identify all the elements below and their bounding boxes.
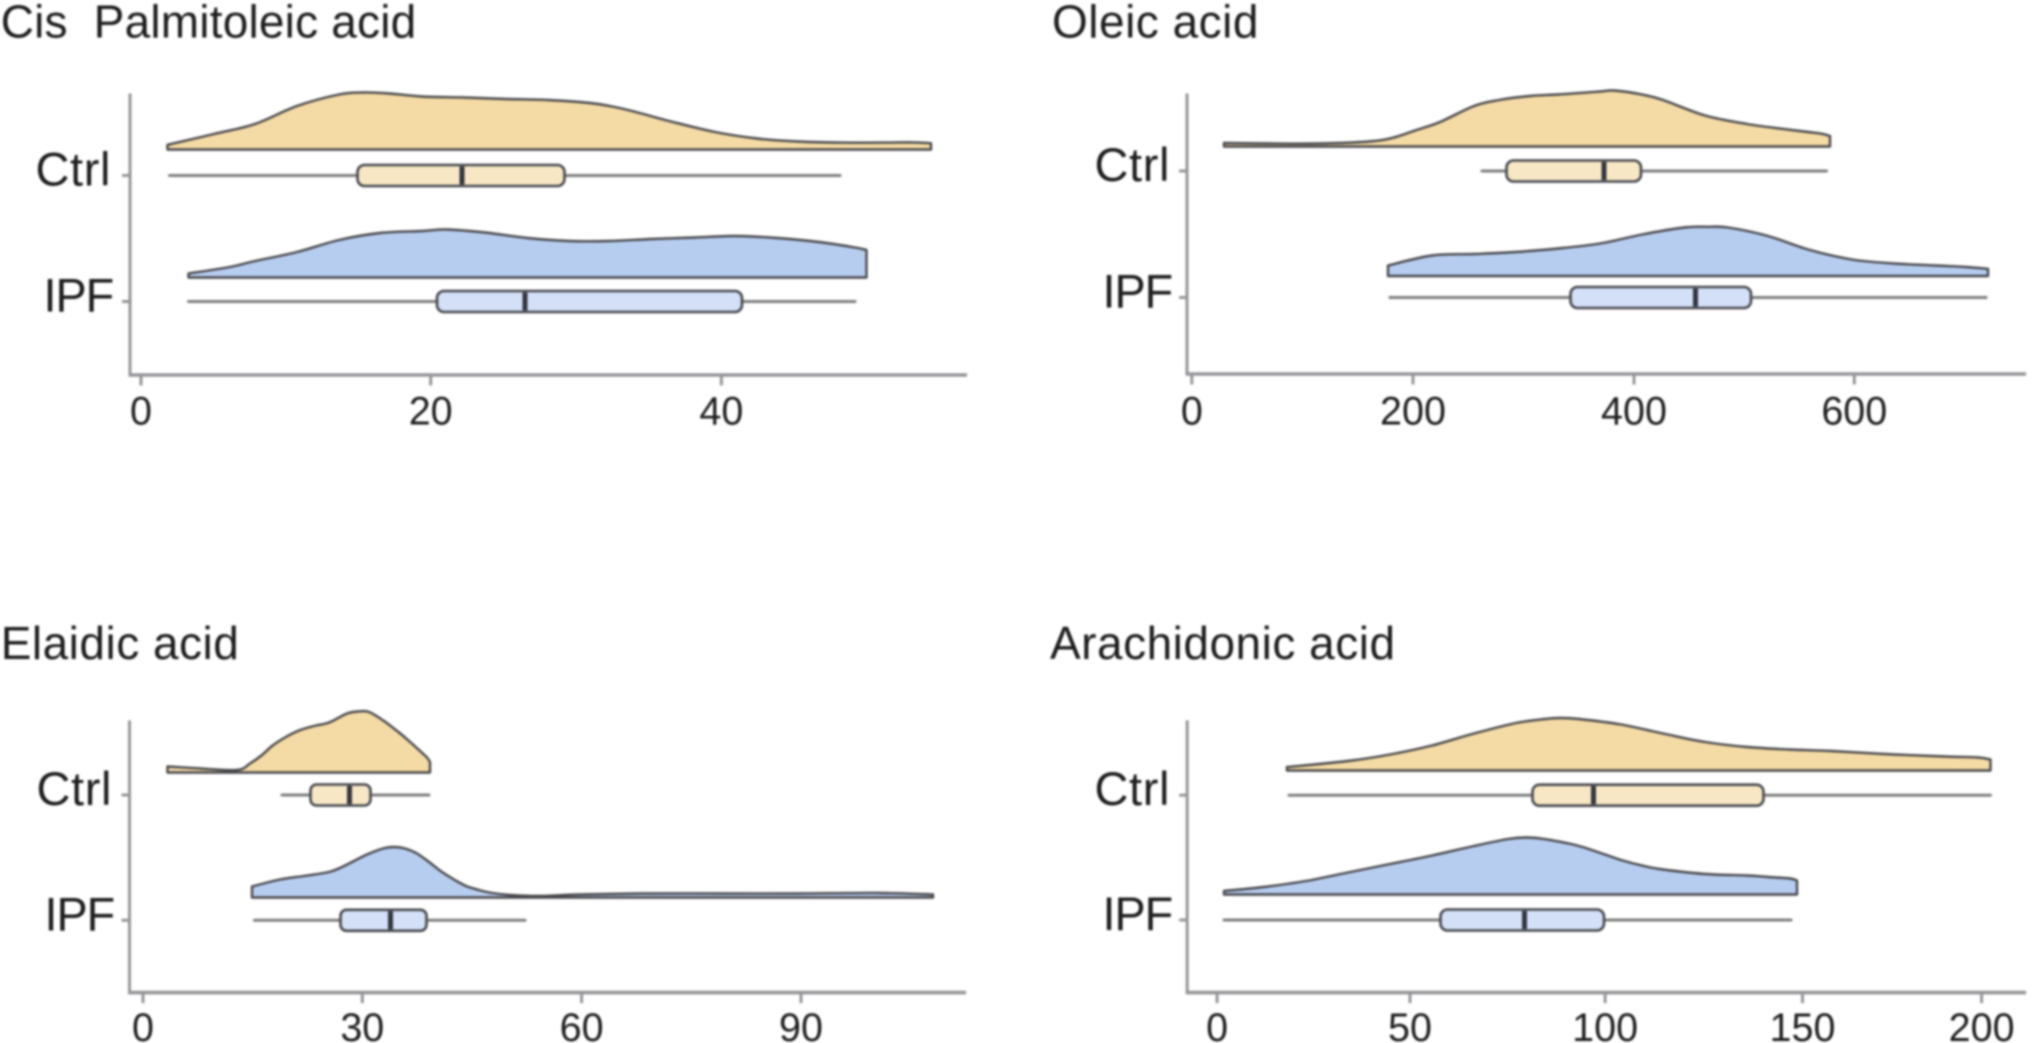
svg-text:60: 60 (560, 1006, 604, 1043)
svg-text:Cis Palmitoleic acid: Cis Palmitoleic acid (1, 0, 417, 48)
svg-text:200: 200 (1949, 1006, 2015, 1043)
svg-text:IPF: IPF (43, 269, 113, 322)
svg-text:Ctrl: Ctrl (1095, 138, 1171, 191)
svg-text:Arachidonic acid: Arachidonic acid (1050, 617, 1396, 669)
svg-text:150: 150 (1770, 1006, 1836, 1043)
svg-text:Oleic acid: Oleic acid (1052, 0, 1259, 48)
svg-text:IPF: IPF (1102, 887, 1172, 940)
svg-text:Ctrl: Ctrl (37, 762, 113, 815)
svg-text:30: 30 (340, 1006, 384, 1043)
svg-text:0: 0 (130, 390, 152, 434)
svg-text:0: 0 (1206, 1006, 1228, 1043)
svg-text:IPF: IPF (1102, 265, 1172, 318)
svg-text:40: 40 (699, 390, 743, 434)
svg-text:Ctrl: Ctrl (1095, 762, 1171, 815)
svg-text:90: 90 (779, 1006, 823, 1043)
svg-text:600: 600 (1821, 390, 1887, 434)
svg-text:200: 200 (1380, 390, 1446, 434)
svg-text:Elaidic acid: Elaidic acid (1, 617, 240, 669)
svg-text:0: 0 (132, 1006, 154, 1043)
svg-text:Ctrl: Ctrl (36, 143, 112, 196)
svg-text:400: 400 (1601, 390, 1667, 434)
svg-text:50: 50 (1388, 1006, 1432, 1043)
svg-text:0: 0 (1181, 390, 1203, 434)
svg-text:100: 100 (1572, 1006, 1638, 1043)
svg-text:IPF: IPF (44, 887, 114, 940)
svg-text:20: 20 (409, 390, 453, 434)
